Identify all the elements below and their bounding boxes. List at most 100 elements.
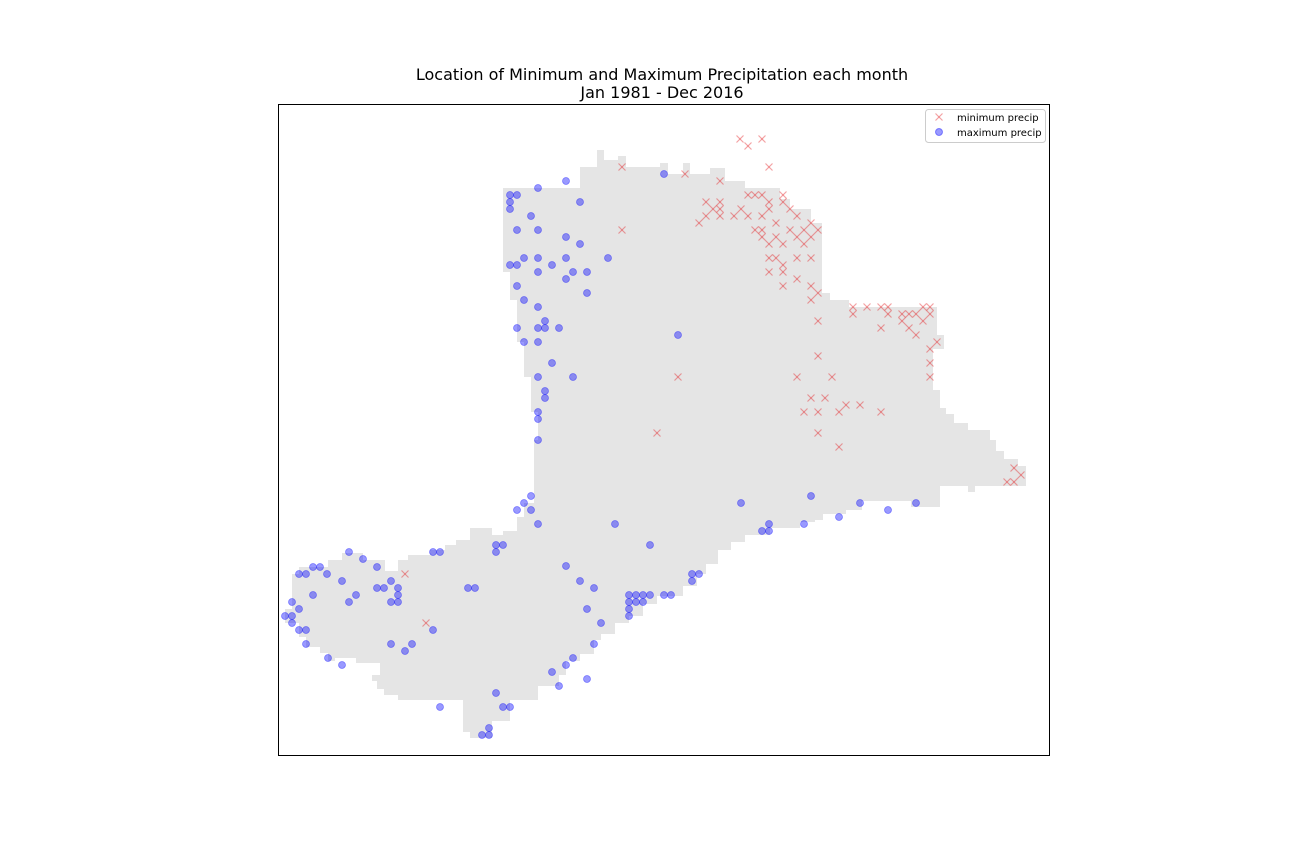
max-precip-point	[688, 570, 696, 578]
max-precip-point	[527, 506, 535, 514]
max-precip-point	[323, 570, 331, 578]
min-precip-point	[863, 303, 871, 311]
min-precip-point	[814, 226, 822, 234]
min-precip-point	[807, 296, 815, 304]
max-precip-point	[527, 492, 535, 500]
min-precip-point	[758, 212, 766, 220]
max-precip-point	[534, 184, 542, 192]
max-precip-point	[478, 731, 486, 739]
max-precip-point	[541, 317, 549, 325]
min-precip-point	[793, 373, 801, 381]
max-precip-point	[555, 324, 563, 332]
max-precip-point	[499, 541, 507, 549]
max-precip-point	[590, 640, 598, 648]
min-precip-point	[1010, 478, 1018, 486]
min-precip-point	[898, 317, 906, 325]
max-precip-point	[562, 254, 570, 262]
max-precip-point	[660, 591, 668, 599]
min-precip-point	[849, 310, 857, 318]
max-precip-point	[583, 289, 591, 297]
chart-subtitle: Jan 1981 - Dec 2016	[579, 83, 743, 102]
max-precip-point	[576, 198, 584, 206]
min-precip-point	[828, 373, 836, 381]
min-precip-point	[814, 429, 822, 437]
legend-max-label: maximum precip	[957, 128, 1042, 139]
max-precip-point	[576, 577, 584, 585]
min-precip-point	[926, 345, 934, 353]
max-precip-point	[674, 331, 682, 339]
min-precip-point	[758, 135, 766, 143]
min-precip-point	[1017, 471, 1025, 479]
min-precip-point	[877, 408, 885, 416]
max-precip-point	[604, 254, 612, 262]
min-precip-point	[765, 240, 773, 248]
min-precip-point	[807, 254, 815, 262]
min-precip-point	[772, 219, 780, 227]
min-precip-point	[765, 198, 773, 206]
max-precip-point	[534, 408, 542, 416]
min-precip-point	[765, 254, 773, 262]
min-precip-point	[681, 170, 689, 178]
max-precip-point	[583, 268, 591, 276]
max-precip-point	[856, 499, 864, 507]
min-precip-point	[835, 408, 843, 416]
max-precip-point	[436, 548, 444, 556]
max-precip-point	[492, 548, 500, 556]
region-fill	[285, 150, 1026, 738]
max-precip-point	[555, 682, 563, 690]
min-precip-point	[884, 303, 892, 311]
min-precip-point	[898, 310, 906, 318]
min-precip-point	[807, 282, 815, 290]
min-precip-point	[716, 212, 724, 220]
max-precip-point	[534, 520, 542, 528]
max-precip-point	[288, 612, 296, 620]
max-precip-point	[660, 170, 668, 178]
max-precip-point	[295, 626, 303, 634]
min-precip-point	[912, 310, 920, 318]
maximum-precip-series	[281, 170, 920, 739]
max-precip-point	[429, 548, 437, 556]
min-precip-point	[744, 191, 752, 199]
min-precip-point	[765, 205, 773, 213]
max-precip-point	[646, 541, 654, 549]
max-precip-point	[513, 282, 521, 290]
max-precip-point	[464, 584, 472, 592]
minimum-precip-series	[401, 135, 1025, 627]
min-precip-point	[919, 303, 927, 311]
max-precip-point	[352, 591, 360, 599]
max-precip-point	[569, 654, 577, 662]
max-precip-point	[639, 598, 647, 606]
max-precip-point	[632, 598, 640, 606]
region-shape	[285, 150, 1026, 738]
max-precip-point	[288, 619, 296, 627]
max-precip-point	[912, 499, 920, 507]
max-precip-point	[562, 562, 570, 570]
max-precip-point	[695, 570, 703, 578]
max-precip-point	[541, 387, 549, 395]
max-precip-point	[506, 703, 514, 711]
max-precip-point	[534, 338, 542, 346]
min-precip-point	[926, 303, 934, 311]
min-precip-point	[751, 226, 759, 234]
min-precip-point	[821, 394, 829, 402]
min-precip-point	[737, 205, 745, 213]
min-precip-point	[695, 219, 703, 227]
min-precip-point	[807, 219, 815, 227]
min-precip-point	[814, 289, 822, 297]
max-precip-point	[534, 303, 542, 311]
min-precip-point	[779, 191, 787, 199]
max-precip-point	[281, 612, 289, 620]
max-precip-point	[499, 703, 507, 711]
min-precip-point	[877, 303, 885, 311]
max-precip-point	[485, 731, 493, 739]
max-precip-point	[569, 373, 577, 381]
min-precip-point	[800, 226, 808, 234]
max-precip-point	[387, 577, 395, 585]
max-precip-point	[541, 324, 549, 332]
max-precip-point	[506, 198, 514, 206]
min-precip-point	[779, 240, 787, 248]
max-precip-point	[520, 499, 528, 507]
plot-frame	[278, 104, 1050, 756]
max-precip-point	[492, 689, 500, 697]
max-precip-point	[302, 626, 310, 634]
